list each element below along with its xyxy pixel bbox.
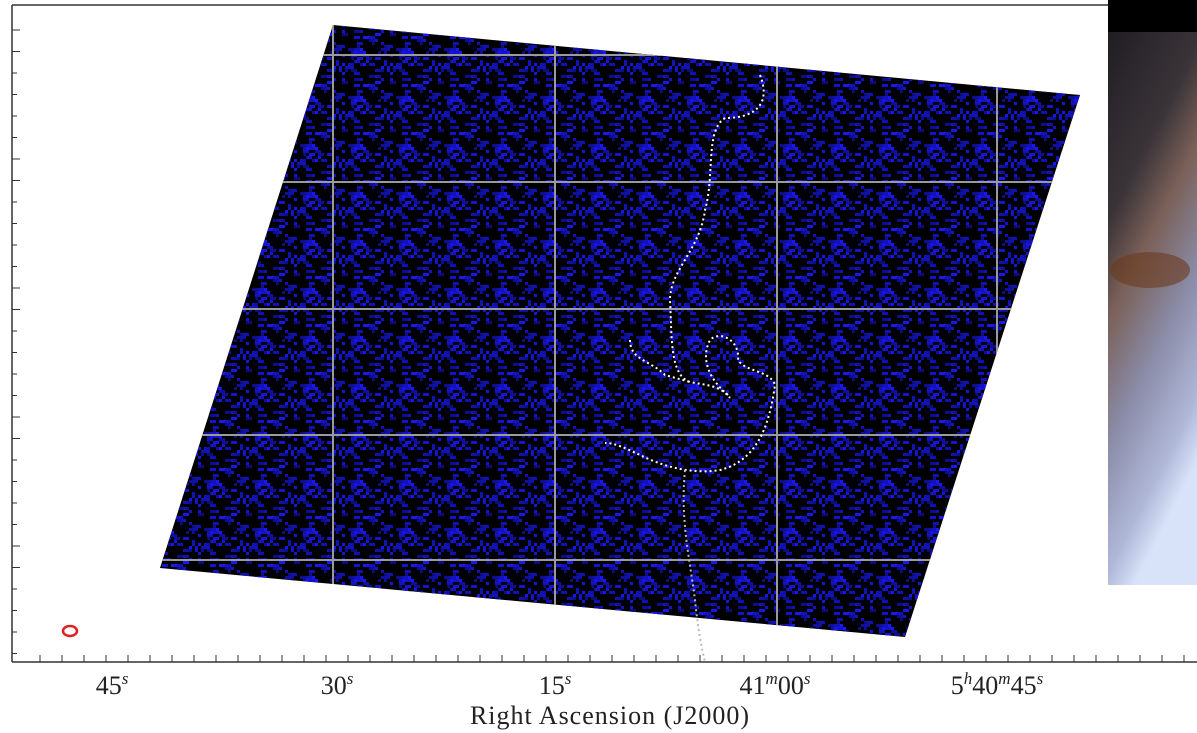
x-axis-label: Right Ascension (J2000) <box>470 701 750 730</box>
contour <box>604 74 777 663</box>
tick-number: 5 <box>951 671 964 700</box>
tick-unit: m <box>998 669 1010 688</box>
x-tick-label: 15s <box>539 669 572 700</box>
tick-unit: s <box>1037 669 1044 688</box>
x-tick-label: 45s <box>96 669 129 700</box>
x-tick-label: 30s <box>321 669 354 700</box>
x-tick-label: 41m00s <box>740 669 811 700</box>
side-image-band <box>1108 0 1197 32</box>
side-image <box>1108 0 1197 585</box>
tick-unit: s <box>122 669 129 688</box>
frame-ticks <box>12 29 1185 662</box>
tick-number: 40 <box>972 671 998 700</box>
tick-number: 41 <box>740 671 766 700</box>
tick-unit: s <box>565 669 572 688</box>
tick-number: 15 <box>539 671 565 700</box>
tick-number: 45 <box>1011 671 1037 700</box>
tick-unit: m <box>766 669 778 688</box>
tick-unit: h <box>964 669 973 688</box>
tick-number: 00 <box>778 671 804 700</box>
image-noise <box>160 25 1080 637</box>
x-tick-label: 5h40m45s <box>951 669 1044 700</box>
tick-unit: s <box>804 669 811 688</box>
beam <box>61 624 79 638</box>
side-image-blob <box>1110 252 1190 288</box>
tick-number: 45 <box>96 671 122 700</box>
tick-number: 30 <box>321 671 347 700</box>
tick-unit: s <box>347 669 354 688</box>
